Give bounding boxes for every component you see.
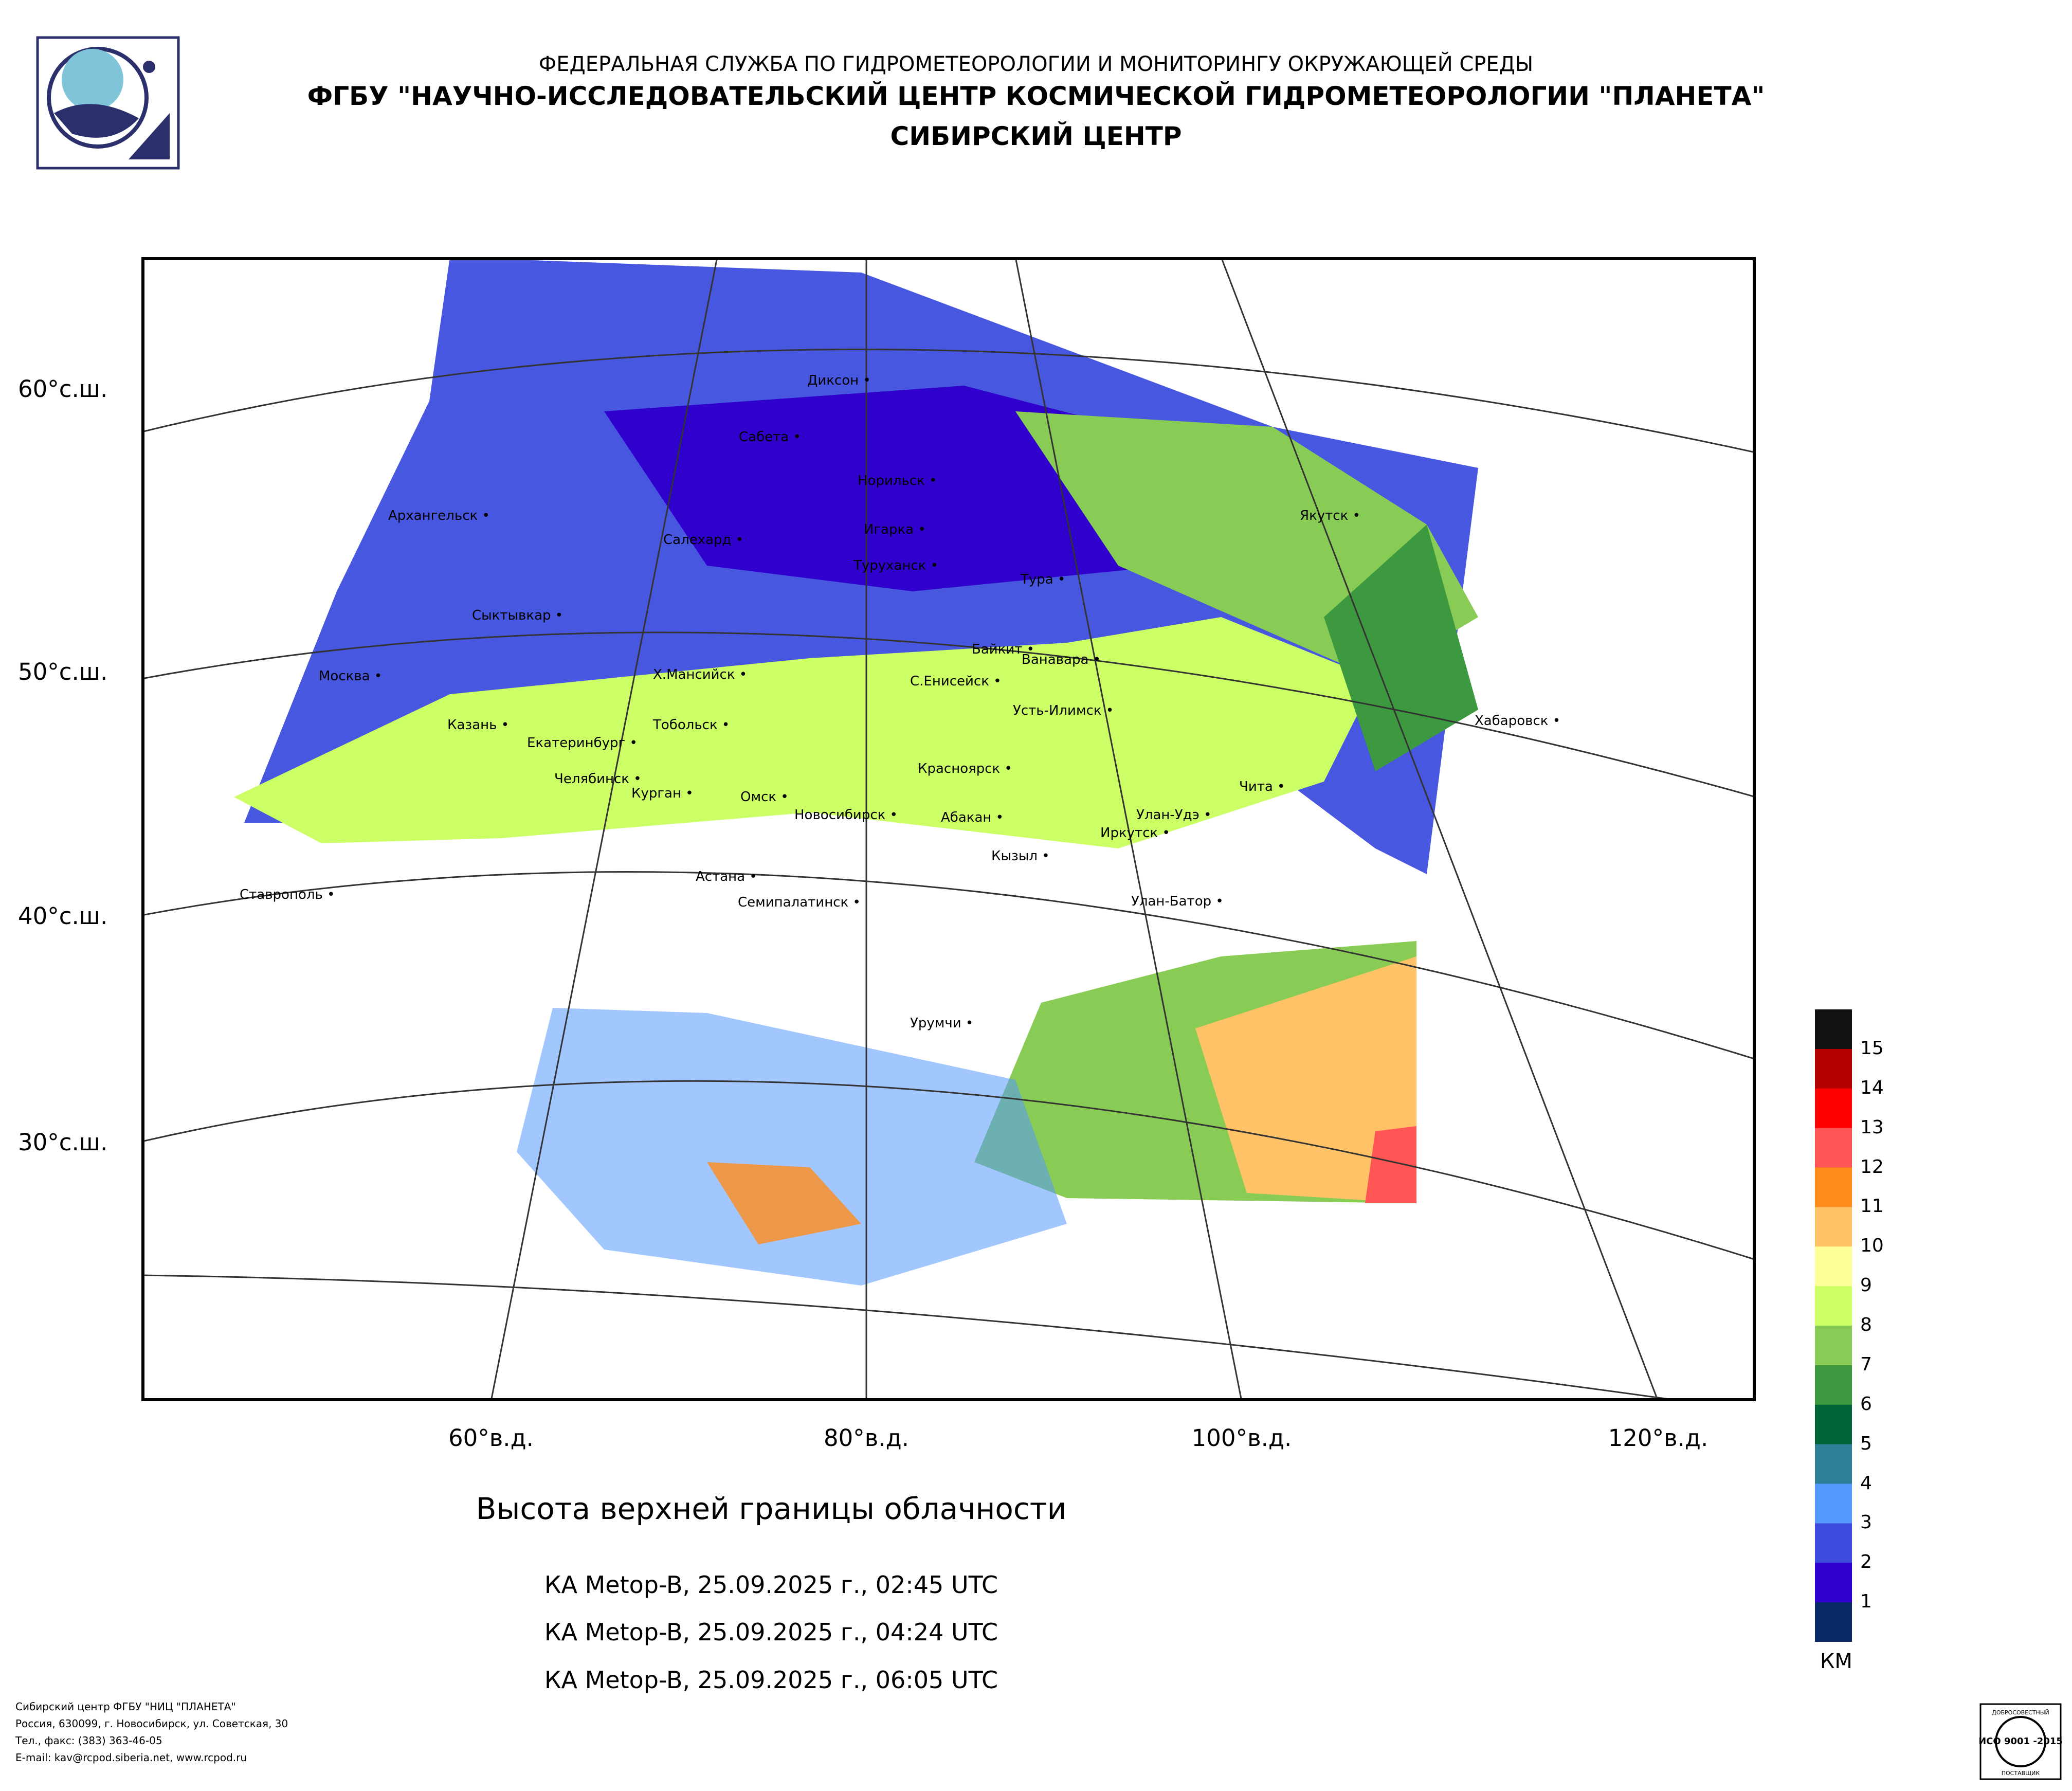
graticule xyxy=(141,257,1756,1401)
city-label: Екатеринбург • xyxy=(527,735,638,751)
legend-level: 15 xyxy=(1860,1038,1884,1059)
cloud-field xyxy=(234,257,1478,1286)
city-label: Тура • xyxy=(1021,572,1066,587)
legend-swatch xyxy=(1815,1246,1852,1287)
lat-label-40: 40°с.ш. xyxy=(18,902,108,930)
lat-label-60: 60°с.ш. xyxy=(18,375,108,403)
city-label: Семипалатинск • xyxy=(738,895,861,910)
city-label: Челябинск • xyxy=(554,771,642,787)
iso-certificate-badge: ДОБРОСОВЕСТНЫЙ ИСО 9001 -2015 ПОСТАВЩИК xyxy=(1979,1703,2062,1780)
legend-level: 6 xyxy=(1860,1394,1872,1415)
city-label: Казань • xyxy=(447,717,510,733)
legend-swatch xyxy=(1815,1048,1852,1089)
city-label: Курган • xyxy=(631,786,694,801)
lon-label-60: 60°в.д. xyxy=(448,1424,534,1452)
legend-swatch xyxy=(1815,1207,1852,1247)
city-label: Новосибирск • xyxy=(794,807,898,823)
city-label: Туруханск • xyxy=(853,558,939,573)
legend-swatch xyxy=(1815,1404,1852,1445)
legend-level: 1 xyxy=(1860,1591,1872,1612)
legend-swatch xyxy=(1815,1009,1852,1050)
pass-info: КА Metop-B, 25.09.2025 г., 02:45 UTC xyxy=(544,1571,998,1599)
city-label: Урумчи • xyxy=(910,1016,974,1031)
pass-info: КА Metop-B, 25.09.2025 г., 06:05 UTC xyxy=(544,1666,998,1694)
legend-level: 7 xyxy=(1860,1354,1872,1375)
city-label: Абакан • xyxy=(941,810,1004,825)
city-label: Х.Мансийск • xyxy=(653,667,748,682)
legend-unit: КМ xyxy=(1820,1650,1852,1673)
cloud-top-map xyxy=(141,257,1756,1401)
city-label: Диксон • xyxy=(807,373,871,388)
legend-swatch xyxy=(1815,1286,1852,1326)
city-label: Архангельск • xyxy=(388,508,490,523)
city-label: Омск • xyxy=(740,789,789,805)
legend-swatch xyxy=(1815,1088,1852,1129)
city-label: Чита • xyxy=(1239,779,1285,794)
city-label: Кызыл • xyxy=(991,848,1050,864)
legend-level: 9 xyxy=(1860,1275,1872,1296)
legend-level: 10 xyxy=(1860,1235,1884,1256)
cert-top-text: ДОБРОСОВЕСТНЫЙ xyxy=(1992,1709,2049,1716)
address-line: E-mail: kav@rcpod.siberia.net, www.rcpod… xyxy=(15,1751,247,1764)
legend-swatch xyxy=(1815,1484,1852,1524)
cert-mid-text: ИСО 9001 -2015 xyxy=(1979,1736,2062,1747)
lon-label-100: 100°в.д. xyxy=(1191,1424,1292,1452)
city-label: Астана • xyxy=(696,869,757,884)
legend-level: 4 xyxy=(1860,1473,1872,1494)
lat-label-30: 30°с.ш. xyxy=(18,1129,108,1156)
city-label: Якутск • xyxy=(1300,508,1360,523)
city-label: Салехард • xyxy=(663,532,744,548)
planeta-logo-icon xyxy=(36,36,180,170)
legend-swatch xyxy=(1815,1602,1852,1642)
legend-swatch xyxy=(1815,1167,1852,1207)
pass-info: КА Metop-B, 25.09.2025 г., 04:24 UTC xyxy=(544,1618,998,1646)
legend-swatch xyxy=(1815,1563,1852,1603)
address-line: Тел., факс: (383) 363-46-05 xyxy=(15,1734,162,1747)
city-label: Улан-Удэ • xyxy=(1136,807,1212,823)
city-label: Норильск • xyxy=(858,473,937,489)
lon-label-120: 120°в.д. xyxy=(1608,1424,1709,1452)
legend-level: 12 xyxy=(1860,1156,1884,1178)
legend-swatch xyxy=(1815,1365,1852,1405)
legend-level: 11 xyxy=(1860,1196,1884,1217)
agency-title: ФЕДЕРАЛЬНАЯ СЛУЖБА ПО ГИДРОМЕТЕОРОЛОГИИ … xyxy=(538,52,1534,76)
lat-label-50: 50°с.ш. xyxy=(18,658,108,685)
legend-level: 5 xyxy=(1860,1433,1872,1454)
city-label: Хабаровск • xyxy=(1475,713,1561,729)
legend-level: 8 xyxy=(1860,1314,1872,1335)
legend-swatch xyxy=(1815,1523,1852,1563)
lon-label-80: 80°в.д. xyxy=(823,1424,909,1452)
city-label: Ставрополь • xyxy=(240,887,335,902)
city-label: Игарка • xyxy=(864,522,926,537)
address-line: Россия, 630099, г. Новосибирск, ул. Сове… xyxy=(15,1717,288,1730)
city-label: С.Енисейск • xyxy=(910,674,1002,689)
legend-swatch xyxy=(1815,1128,1852,1168)
city-label: Сыктывкар • xyxy=(472,608,564,623)
address-line: Сибирский центр ФГБУ "НИЦ "ПЛАНЕТА" xyxy=(15,1700,236,1713)
center-title: ФГБУ "НАУЧНО-ИССЛЕДОВАТЕЛЬСКИЙ ЦЕНТР КОС… xyxy=(307,81,1765,111)
legend-level: 2 xyxy=(1860,1551,1872,1572)
cert-bottom-text: ПОСТАВЩИК xyxy=(2002,1770,2040,1777)
city-label: Ванавара • xyxy=(1022,652,1101,667)
legend-level: 14 xyxy=(1860,1077,1884,1098)
city-label: Байкит • xyxy=(972,642,1035,657)
product-title: Высота верхней границы облачности xyxy=(476,1491,1067,1526)
city-label: Тобольск • xyxy=(653,717,730,733)
city-label: Сабета • xyxy=(739,429,801,445)
city-label: Улан-Батор • xyxy=(1131,894,1224,909)
legend-level: 3 xyxy=(1860,1512,1872,1533)
city-label: Красноярск • xyxy=(918,761,1012,776)
color-legend xyxy=(1815,1009,1852,1642)
legend-swatch xyxy=(1815,1326,1852,1366)
city-label: Москва • xyxy=(319,668,383,684)
branch-title: СИБИРСКИЙ ЦЕНТР xyxy=(890,121,1182,151)
legend-swatch xyxy=(1815,1444,1852,1484)
legend-level: 13 xyxy=(1860,1117,1884,1138)
city-label: Усть-Илимск • xyxy=(1013,703,1114,718)
city-label: Иркутск • xyxy=(1100,825,1170,841)
